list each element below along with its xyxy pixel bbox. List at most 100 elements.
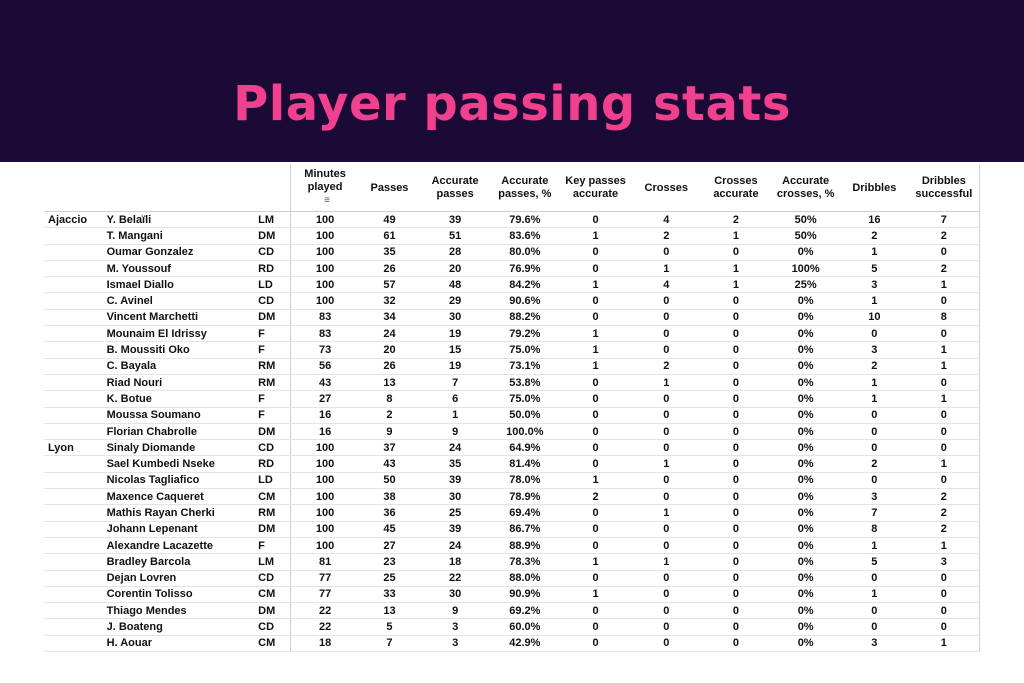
- player-name-cell: Johann Lepenant: [103, 521, 255, 537]
- stat-cell: 1: [840, 586, 909, 602]
- stat-cell: 36: [359, 505, 420, 521]
- player-name-cell: Sinaly Diomande: [103, 440, 255, 456]
- team-cell: [44, 586, 103, 602]
- stat-cell: 100: [290, 521, 359, 537]
- stat-cell: 24: [420, 537, 491, 553]
- stat-cell: 0: [701, 440, 772, 456]
- stat-cell: 0: [559, 570, 632, 586]
- stat-cell: 15: [420, 342, 491, 358]
- table-row: C. Bayala RM 56 26 19 73.1% 1 2 0 0% 2 1: [44, 358, 980, 374]
- column-header-key-passes-accurate[interactable]: Key passes accurate: [559, 165, 632, 212]
- stat-cell: 60.0%: [490, 619, 559, 635]
- team-cell: [44, 635, 103, 651]
- team-cell: [44, 537, 103, 553]
- table-row: Maxence Caqueret CM 100 38 30 78.9% 2 0 0 0% 3 2: [44, 489, 980, 505]
- stat-cell: 0: [559, 619, 632, 635]
- column-header-minutes-played[interactable]: Minutes played≡: [290, 165, 359, 212]
- stat-cell: 39: [420, 212, 491, 228]
- stat-cell: 1: [632, 456, 701, 472]
- stat-cell: 43: [359, 456, 420, 472]
- stat-cell: 2: [701, 212, 772, 228]
- column-header-accurate-passes-pct[interactable]: Accurate passes, %: [490, 165, 559, 212]
- stat-cell: 0: [909, 603, 980, 619]
- header-player: [103, 165, 255, 212]
- stat-cell: 100: [290, 489, 359, 505]
- stat-cell: 0: [632, 521, 701, 537]
- stat-cell: 90.6%: [490, 293, 559, 309]
- table-row: Corentin Tolisso CM 77 33 30 90.9% 1 0 0 0% 1 0: [44, 586, 980, 602]
- stat-cell: 0: [559, 521, 632, 537]
- stat-cell: 8: [909, 309, 980, 325]
- position-cell: DM: [254, 309, 290, 325]
- table-row: K. Botue F 27 8 6 75.0% 0 0 0 0% 1 1: [44, 391, 980, 407]
- player-name-cell: Ismael Diallo: [103, 277, 255, 293]
- table-row: M. Youssouf RD 100 26 20 76.9% 0 1 1 100% 5 2: [44, 260, 980, 276]
- stat-cell: 0%: [771, 537, 840, 553]
- stat-cell: 100: [290, 228, 359, 244]
- stat-cell: 27: [359, 537, 420, 553]
- stat-cell: 75.0%: [490, 342, 559, 358]
- player-name-cell: M. Youssouf: [103, 260, 255, 276]
- stat-cell: 0: [909, 619, 980, 635]
- player-name-cell: Nicolas Tagliafico: [103, 472, 255, 488]
- stat-cell: 78.9%: [490, 489, 559, 505]
- stat-cell: 0: [632, 407, 701, 423]
- stat-cell: 1: [909, 342, 980, 358]
- stat-cell: 2: [840, 456, 909, 472]
- stat-cell: 73: [290, 342, 359, 358]
- stat-cell: 0: [559, 374, 632, 390]
- stat-cell: 88.2%: [490, 309, 559, 325]
- stat-cell: 38: [359, 489, 420, 505]
- position-cell: CD: [254, 440, 290, 456]
- stat-cell: 7: [909, 212, 980, 228]
- stat-cell: 0%: [771, 326, 840, 342]
- column-header-crosses-accurate[interactable]: Crosses accurate: [701, 165, 772, 212]
- stat-cell: 0: [559, 309, 632, 325]
- column-header-accurate-crosses-pct[interactable]: Accurate crosses, %: [771, 165, 840, 212]
- team-cell: Lyon: [44, 440, 103, 456]
- stat-cell: 1: [632, 554, 701, 570]
- stat-cell: 0: [909, 293, 980, 309]
- stat-cell: 3: [840, 489, 909, 505]
- stat-cell: 2: [559, 489, 632, 505]
- table-row: Dejan Lovren CD 77 25 22 88.0% 0 0 0 0% 0 0: [44, 570, 980, 586]
- stat-cell: 83: [290, 309, 359, 325]
- sort-icon[interactable]: ≡: [324, 194, 330, 207]
- team-cell: [44, 391, 103, 407]
- stat-cell: 0: [632, 326, 701, 342]
- stat-cell: 0%: [771, 358, 840, 374]
- stat-cell: 0: [909, 570, 980, 586]
- stat-cell: 9: [420, 423, 491, 439]
- stat-cell: 0: [701, 358, 772, 374]
- stat-cell: 39: [420, 521, 491, 537]
- stat-cell: 79.6%: [490, 212, 559, 228]
- table-row: H. Aouar CM 18 7 3 42.9% 0 0 0 0% 3 1: [44, 635, 980, 651]
- stat-cell: 0%: [771, 423, 840, 439]
- stat-cell: 0: [701, 603, 772, 619]
- position-cell: RD: [254, 260, 290, 276]
- team-cell: [44, 489, 103, 505]
- stat-cell: 6: [420, 391, 491, 407]
- column-header-accurate-passes[interactable]: Accurate passes: [420, 165, 491, 212]
- stat-cell: 29: [420, 293, 491, 309]
- stat-cell: 61: [359, 228, 420, 244]
- stat-cell: 0: [559, 244, 632, 260]
- column-header-dribbles[interactable]: Dribbles: [840, 165, 909, 212]
- column-header-dribbles-successful[interactable]: Dribbles successful: [909, 165, 980, 212]
- stat-cell: 4: [632, 277, 701, 293]
- stat-cell: 1: [909, 358, 980, 374]
- player-name-cell: Maxence Caqueret: [103, 489, 255, 505]
- stat-cell: 100: [290, 537, 359, 553]
- stat-cell: 57: [359, 277, 420, 293]
- table-row: Lyon Sinaly Diomande CD 100 37 24 64.9% 0 0 0 0% 0 0: [44, 440, 980, 456]
- stat-cell: 100: [290, 440, 359, 456]
- stat-cell: 0: [701, 505, 772, 521]
- stat-cell: 0: [701, 326, 772, 342]
- stat-cell: 7: [420, 374, 491, 390]
- stat-cell: 100: [290, 212, 359, 228]
- stat-cell: 1: [559, 342, 632, 358]
- stat-cell: 0: [909, 326, 980, 342]
- column-header-crosses[interactable]: Crosses: [632, 165, 701, 212]
- column-header-passes[interactable]: Passes: [359, 165, 420, 212]
- stat-cell: 1: [420, 407, 491, 423]
